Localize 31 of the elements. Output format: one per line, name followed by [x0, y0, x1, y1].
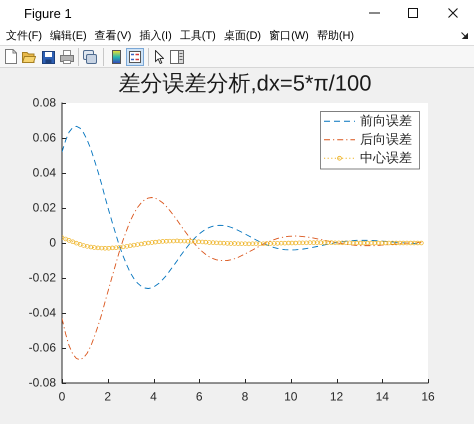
x-tick-label: 0 [58, 390, 66, 404]
legend-label: 后向误差 [360, 132, 412, 147]
chart-title: 差分误差分析,dx=5*π/100 [118, 70, 372, 96]
y-tick-label: -0.02 [28, 270, 56, 284]
text: 查看(V) [94, 29, 132, 43]
text: 文件(F) [6, 29, 42, 43]
y-tick-label: -0.08 [28, 375, 56, 390]
x-tick-label: 10 [284, 390, 298, 404]
y-tick-label: 0.04 [32, 165, 56, 180]
y-tick-label: 0.02 [32, 200, 56, 214]
y-tick-label: 0.06 [32, 130, 56, 144]
text: 插入(I) [139, 29, 172, 43]
x-tick-label: 12 [330, 390, 344, 404]
x-tick-label: 4 [150, 390, 158, 404]
text: 编辑(E) [50, 29, 87, 43]
x-tick-label: 6 [196, 390, 203, 404]
y-tick-label: 0.08 [32, 95, 56, 110]
text: 窗口(W) [269, 29, 309, 43]
x-tick-label: 14 [376, 390, 390, 404]
y-tick-label: -0.04 [28, 305, 56, 320]
x-tick-label: 8 [242, 390, 249, 404]
text: 桌面(D) [224, 29, 262, 43]
caption: Figure 1 [24, 6, 72, 21]
x-tick-label: 16 [421, 390, 435, 404]
y-tick-label: -0.06 [28, 340, 56, 354]
x-tick-label: 2 [104, 390, 112, 404]
legend-label: 中心误差 [360, 150, 412, 166]
text: 工具(T) [180, 29, 216, 43]
y-tick-label: 0 [49, 235, 56, 250]
legend-label: 前向误差 [360, 113, 412, 128]
text: 帮助(H) [316, 29, 354, 43]
